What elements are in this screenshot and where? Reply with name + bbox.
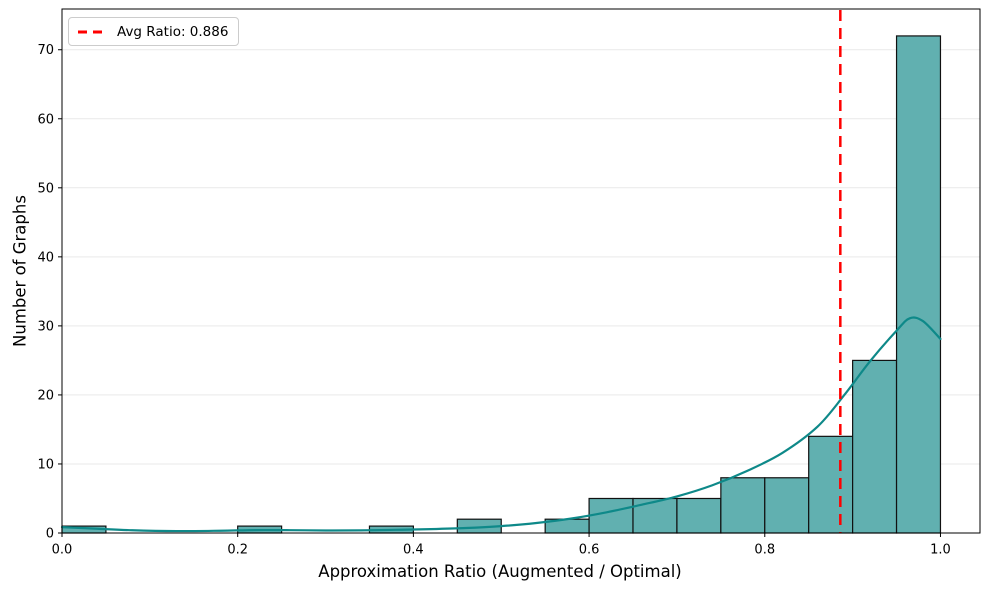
x-tick-label: 0.8 [754,543,775,558]
y-tick-label: 50 [37,181,54,196]
histogram-bar [764,477,810,534]
y-tick-label: 60 [37,112,54,127]
x-tick-label: 0.6 [579,543,600,558]
histogram-bar [632,497,678,534]
y-tick-label: 40 [37,250,54,265]
histogram-bar [895,35,942,534]
histogram-bar [808,435,854,534]
legend-label: Avg Ratio: 0.886 [117,23,229,40]
histogram-bar [852,359,898,534]
histogram-bar [720,477,766,534]
y-tick-label: 0 [46,527,54,542]
histogram-bar [676,497,722,534]
y-tick-label: 30 [37,319,54,334]
x-tick-label: 0.0 [52,543,73,558]
plot-border [61,8,981,534]
kde-curve [60,316,942,533]
y-axis-label: Number of Graphs [10,195,30,347]
histogram-bar [588,497,634,534]
y-tick-label: 20 [37,388,54,403]
y-tick-label: 10 [37,457,54,472]
legend: Avg Ratio: 0.886 [68,17,240,46]
x-tick-label: 0.4 [403,543,424,558]
x-axis-label: Approximation Ratio (Augmented / Optimal… [318,562,682,581]
x-tick-label: 1.0 [930,543,951,558]
y-tick-label: 70 [37,43,54,58]
avg-ratio-legend-line-icon [78,30,108,33]
x-tick-label: 0.2 [227,543,248,558]
